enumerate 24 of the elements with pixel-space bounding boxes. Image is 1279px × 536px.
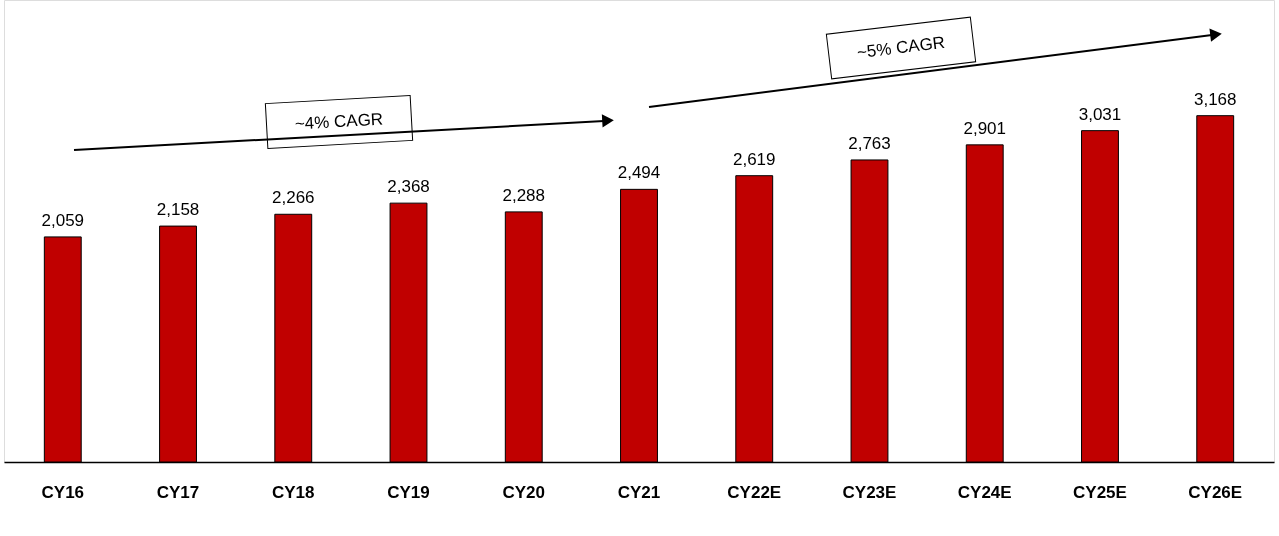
data-label: 3,031 <box>1078 104 1122 124</box>
data-label: 2,763 <box>848 133 891 153</box>
x-tick-label: CY21 <box>617 482 661 502</box>
x-tick-label: CY26E <box>1188 482 1243 502</box>
text: ~5% CAGR <box>855 32 946 63</box>
data-label: 2,266 <box>271 188 315 208</box>
x-tick-label: CY20 <box>502 482 546 502</box>
x-tick-label: CY17 <box>156 482 200 502</box>
x-tick-label: CY24E <box>957 482 1012 502</box>
x-tick-label: CY16 <box>41 482 85 502</box>
x-tick-label: CY25E <box>1073 482 1127 502</box>
data-label: 2,901 <box>963 118 1007 138</box>
data-label: 2,288 <box>502 185 546 205</box>
x-tick-label: CY19 <box>387 482 430 502</box>
x-tick-label: CY18 <box>272 482 315 502</box>
data-label: 2,619 <box>732 149 776 169</box>
data-label: 3,168 <box>1193 89 1237 109</box>
data-label: 2,059 <box>41 210 85 230</box>
annotation: ~4% CAGR <box>294 109 384 134</box>
data-label: 2,158 <box>156 200 200 220</box>
data-label: 2,368 <box>387 177 430 197</box>
x-tick-label: CY22E <box>727 482 782 502</box>
data-label: 2,494 <box>617 163 661 183</box>
x-tick-label: CY23E <box>842 482 897 502</box>
